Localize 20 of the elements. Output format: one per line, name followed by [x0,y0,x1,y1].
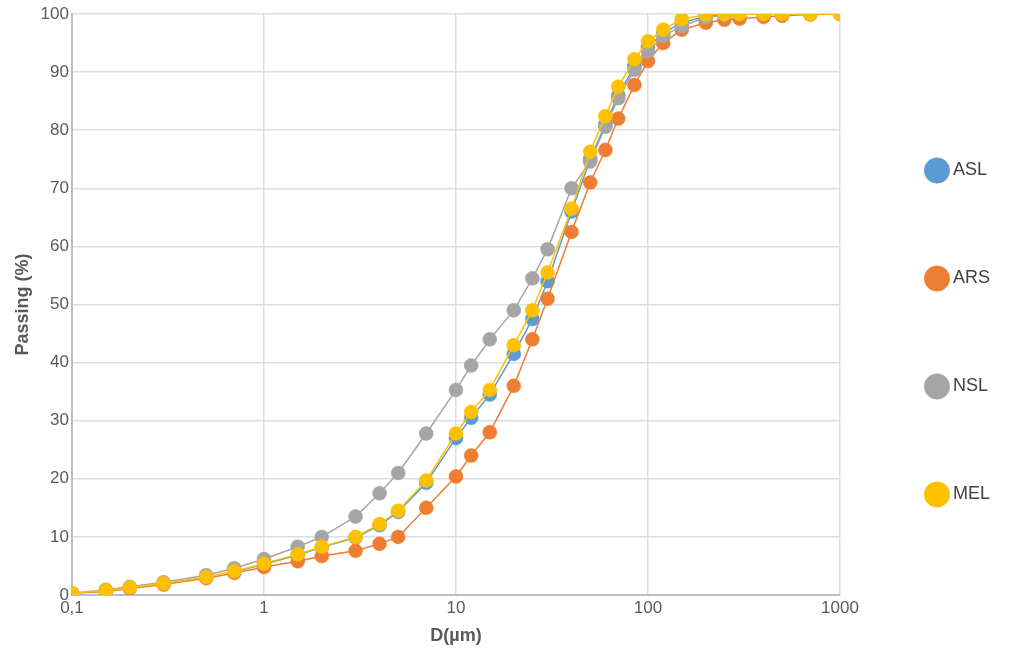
y-tick-label: 100 [40,3,69,23]
y-tick-label: 30 [50,410,69,430]
legend-label: ARS [952,267,990,288]
y-tick-label: 50 [50,294,69,314]
legend-label: NSL [952,375,988,396]
legend-label: MEL [952,483,990,504]
y-tick-label: 70 [50,177,69,197]
y-tick-label: 20 [50,468,69,488]
y-tick-label: 40 [50,352,69,372]
x-axis-title: D(µm) [430,625,482,646]
y-tick-label: 10 [50,526,69,546]
y-tick-label: 90 [50,61,69,81]
legend-label: ASL [952,159,988,180]
x-tick-label: 1 [259,597,269,617]
y-tick-label: 60 [50,236,69,256]
x-tick-label: 100 [633,597,663,617]
y-axis-title: Passing (%) [11,253,32,356]
y-tick-label: 80 [50,119,69,139]
x-tick-label: 1000 [821,597,859,617]
x-tick-label: 10 [446,597,466,617]
